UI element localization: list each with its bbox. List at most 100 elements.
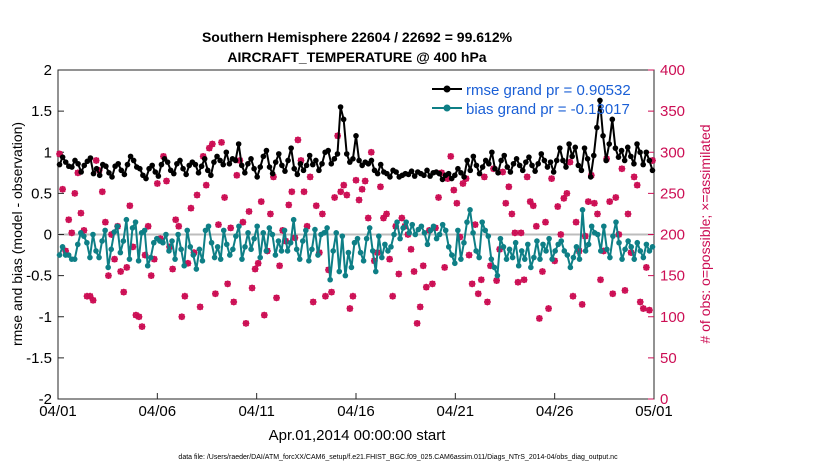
x-tick-label: 04/11 xyxy=(238,403,274,420)
bias-point xyxy=(506,246,513,253)
bias-point xyxy=(126,256,133,262)
rmse-point xyxy=(587,174,594,180)
bias-point xyxy=(366,225,373,231)
rmse-point xyxy=(461,174,467,180)
rmse-point xyxy=(62,159,69,165)
obs-assimilated-marker xyxy=(251,265,259,273)
obs-assimilated-marker xyxy=(68,229,76,237)
obs-assimilated-marker xyxy=(123,264,131,271)
obs-assimilated-marker xyxy=(59,185,66,193)
obs-assimilated-marker xyxy=(563,189,571,197)
rmse-point xyxy=(309,161,316,168)
rmse-point xyxy=(226,160,233,167)
y-left-tick-label: 1.5 xyxy=(31,103,52,120)
obs-assimilated-marker xyxy=(606,198,614,205)
rmse-point xyxy=(319,160,325,167)
axis-ticks: -2 -1.5 -1 -0.5 0 0.5 1 1.5 2 0 50 100 150 200 250 300 3… xyxy=(26,62,685,420)
obs-assimilated-marker xyxy=(108,231,115,238)
bias-point xyxy=(625,238,631,244)
bias-point xyxy=(227,252,233,258)
rmse-point xyxy=(263,147,270,154)
obs-assimilated-marker xyxy=(572,218,580,226)
obs-assimilated-marker xyxy=(539,268,546,275)
rmse-point xyxy=(563,164,569,170)
bias-point xyxy=(120,238,127,244)
obs-assimilated-marker xyxy=(358,185,366,193)
obs-assimilated-marker xyxy=(120,288,128,296)
rmse-point xyxy=(294,171,301,178)
rmse-point xyxy=(350,156,356,162)
rmse-point xyxy=(458,170,464,176)
obs-assimilated-marker xyxy=(355,196,363,204)
obs-assimilated-marker xyxy=(205,144,213,152)
bias-point xyxy=(558,238,565,244)
rmse-point xyxy=(201,156,208,162)
obs-assimilated-marker xyxy=(594,210,601,218)
bias-point xyxy=(564,252,571,258)
bias-series xyxy=(56,207,656,283)
rmse-point xyxy=(155,173,162,179)
obs-assimilated-marker xyxy=(548,175,555,182)
rmse-point xyxy=(248,156,254,162)
obs-assimilated-marker xyxy=(322,292,329,300)
obs-assimilated-marker xyxy=(508,210,516,218)
obs-assimilated-marker xyxy=(416,303,424,311)
bias-point xyxy=(190,252,197,258)
rmse-point xyxy=(615,154,622,160)
obs-assimilated-marker xyxy=(218,139,225,146)
obs-assimilated-marker xyxy=(523,173,531,181)
rmse-point xyxy=(183,171,189,178)
bias-point xyxy=(452,260,458,267)
bias-point xyxy=(549,256,555,262)
obs-assimilated-marker xyxy=(126,202,134,210)
y-left-tick-label: -1 xyxy=(39,309,52,326)
bias-point xyxy=(257,254,264,261)
bias-point xyxy=(372,268,379,275)
rmse-point xyxy=(387,174,393,180)
rmse-point xyxy=(455,165,461,172)
bias-point xyxy=(573,244,580,250)
bias-point xyxy=(646,248,653,254)
bias-point xyxy=(354,235,361,242)
bias-point xyxy=(512,239,519,246)
obs-assimilated-marker xyxy=(267,210,274,218)
rmse-point xyxy=(501,152,508,159)
obs-assimilated-marker xyxy=(273,294,280,302)
bias-point xyxy=(93,248,99,254)
obs-assimilated-marker xyxy=(520,276,528,284)
obs-assimilated-marker xyxy=(352,176,360,184)
bias-point xyxy=(309,246,315,253)
bias-point xyxy=(132,219,139,225)
obs-assimilated-marker xyxy=(474,290,482,298)
x-tick-label: 04/26 xyxy=(536,403,574,420)
rmse-series xyxy=(56,97,656,183)
bias-point xyxy=(284,248,291,254)
obs-assimilated-marker xyxy=(227,224,235,232)
rmse-point xyxy=(526,154,532,160)
obs-assimilated-marker xyxy=(627,249,635,256)
bias-point xyxy=(518,248,525,254)
bias-point xyxy=(239,256,245,262)
obs-assimilated-marker xyxy=(212,290,219,298)
obs-assimilated-marker xyxy=(178,313,186,321)
obs-assimilated-marker xyxy=(367,148,375,156)
rmse-point xyxy=(115,160,122,167)
obs-assimilated-marker xyxy=(569,292,577,300)
y-axis-left-label: rmse and bias (model - observation) xyxy=(9,122,25,346)
rmse-point xyxy=(377,161,384,168)
bias-point xyxy=(631,256,638,262)
obs-assimilated-marker xyxy=(386,255,394,263)
bias-point xyxy=(193,266,200,272)
bias-point xyxy=(594,231,601,238)
bias-point xyxy=(184,227,191,234)
obs-assimilated-marker xyxy=(172,216,180,224)
bias-point xyxy=(230,246,236,253)
bias-point xyxy=(585,241,592,248)
bias-point xyxy=(579,207,586,213)
obs-assimilated-marker xyxy=(389,292,397,300)
rmse-point xyxy=(214,153,220,160)
obs-assimilated-marker xyxy=(612,194,620,201)
obs-assimilated-marker xyxy=(499,168,507,176)
obs-assimilated-marker xyxy=(584,198,592,205)
